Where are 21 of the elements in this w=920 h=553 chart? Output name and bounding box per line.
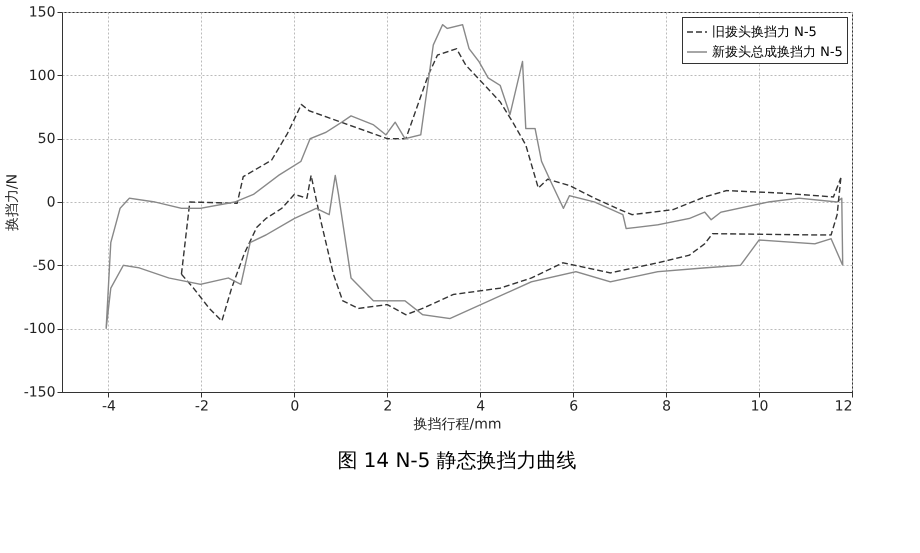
- y-tick-label: 50: [38, 131, 56, 148]
- x-tick-label: 8: [662, 398, 672, 414]
- x-tick-label: -2: [194, 398, 209, 414]
- x-axis-title: 换挡行程/mm: [414, 416, 502, 432]
- y-axis-title: 换挡力/N: [4, 174, 21, 232]
- x-tick-label: 2: [383, 398, 392, 414]
- legend-label: 新拨头总成换挡力 N-5: [712, 45, 843, 60]
- x-tick-label: 4: [476, 398, 486, 414]
- x-tick-label: 12: [834, 398, 852, 414]
- x-tick-label: -4: [102, 398, 116, 414]
- y-tick-label: 0: [46, 194, 56, 210]
- y-tick-label: -100: [24, 321, 56, 338]
- x-tick-label: 10: [750, 398, 768, 414]
- y-tick-label: -50: [32, 258, 56, 274]
- x-tick-label: 6: [569, 398, 578, 414]
- y-tick-label: -150: [24, 384, 56, 400]
- y-tick-label: 100: [28, 68, 56, 84]
- x-tick-label: 0: [290, 398, 300, 414]
- legend-label: 旧拨头换挡力 N-5: [712, 25, 817, 40]
- y-tick-label: 150: [28, 4, 56, 20]
- text: 图 14 N-5 静态换挡力曲线: [337, 448, 577, 472]
